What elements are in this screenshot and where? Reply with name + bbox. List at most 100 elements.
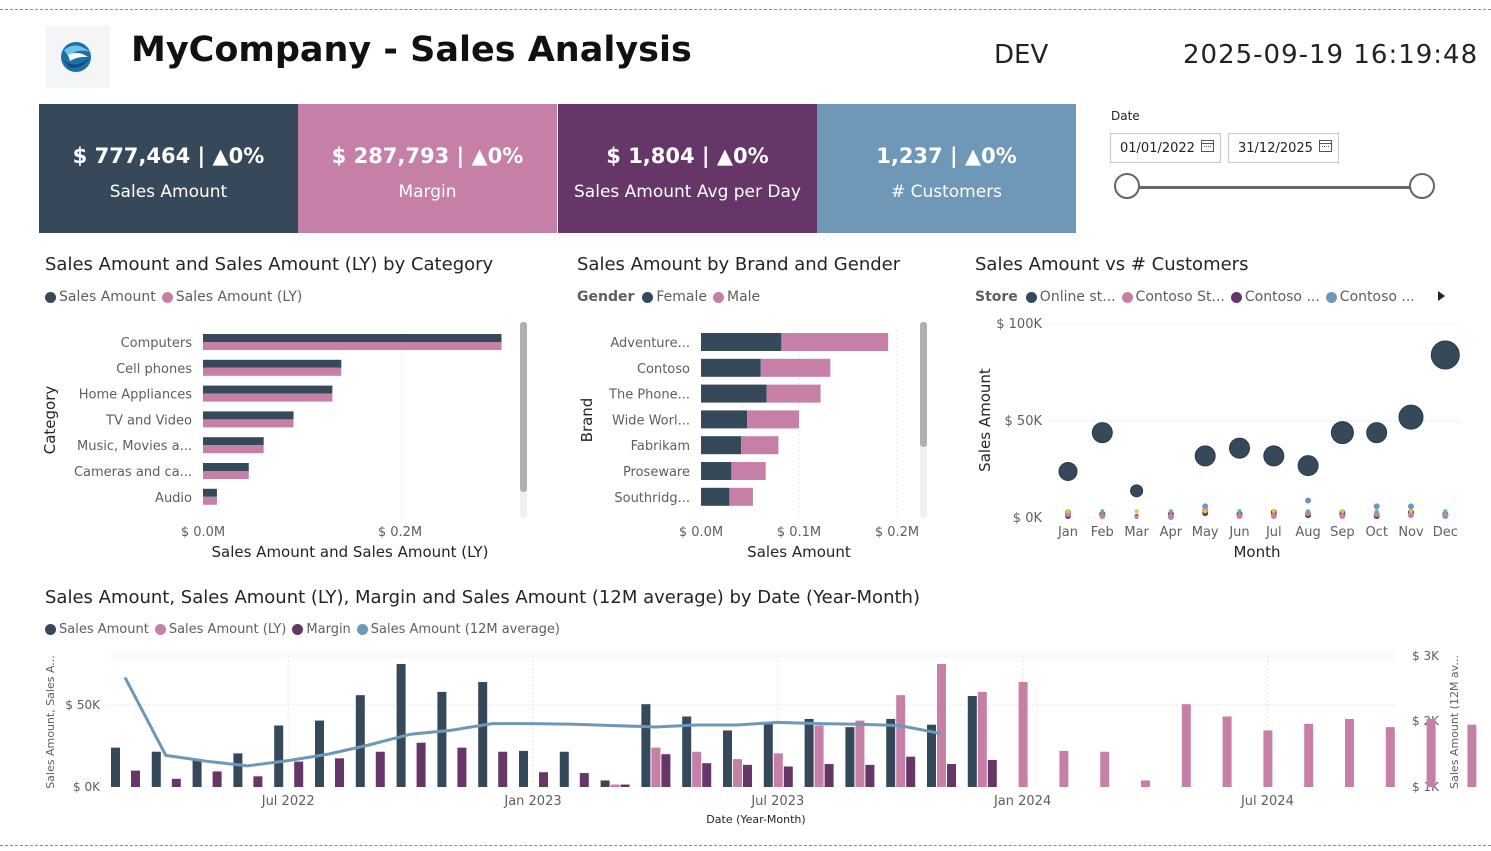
scatter-point[interactable]: [1271, 509, 1276, 514]
bar-margin[interactable]: [416, 742, 426, 787]
bar-sales-amount[interactable]: [315, 720, 324, 787]
bar-male[interactable]: [747, 410, 799, 429]
bar-margin[interactable]: [253, 776, 263, 787]
scatter-point[interactable]: [1366, 422, 1388, 444]
legend-item[interactable]: Male: [713, 289, 760, 305]
kpi-card-sales-amount[interactable]: $ 777,464 | ▲0% Sales Amount: [39, 104, 298, 233]
scatter-point[interactable]: [1236, 513, 1243, 520]
bar-sales-amount[interactable]: [804, 718, 814, 787]
scatter-point[interactable]: [1340, 509, 1345, 514]
legend-item[interactable]: Sales Amount: [45, 622, 149, 637]
scatter-point[interactable]: [1330, 421, 1354, 445]
scatter-point[interactable]: [1339, 513, 1346, 520]
bar-sales-amount[interactable]: [519, 750, 528, 787]
bar-margin[interactable]: [824, 764, 834, 787]
bar-sales-amount-ly[interactable]: [692, 751, 702, 787]
scatter-point[interactable]: [1066, 509, 1070, 514]
bar-sales-amount[interactable]: [600, 780, 610, 787]
bar-sales-amount-ly[interactable]: [1222, 716, 1232, 787]
scatter-point[interactable]: [1374, 509, 1379, 514]
bar-margin[interactable]: [579, 773, 589, 787]
bar-sales-amount-ly[interactable]: [1141, 780, 1150, 787]
kpi-card-margin[interactable]: $ 287,793 | ▲0% Margin: [298, 104, 557, 233]
bar-sales-amount[interactable]: [203, 334, 502, 342]
bar-sales-amount[interactable]: [274, 725, 284, 788]
legend-item[interactable]: Contoso St...: [1121, 289, 1225, 305]
bar-margin[interactable]: [702, 763, 712, 787]
legend-item[interactable]: Female: [642, 289, 707, 305]
bar-sales-amount[interactable]: [203, 463, 249, 471]
bar-female[interactable]: [701, 384, 767, 403]
bar-margin[interactable]: [661, 754, 671, 787]
bar-sales-amount[interactable]: [763, 723, 773, 787]
scatter-point[interactable]: [1306, 509, 1311, 514]
scatter-point[interactable]: [1134, 509, 1139, 514]
bar-sales-amount-ly[interactable]: [1018, 682, 1028, 787]
bar-margin[interactable]: [131, 770, 140, 787]
scatter-point[interactable]: [1237, 509, 1242, 514]
bar-sales-amount[interactable]: [967, 695, 977, 787]
bar-sales-amount-ly[interactable]: [203, 367, 342, 376]
bar-sales-amount-ly[interactable]: [203, 496, 217, 505]
bar-sales-amount[interactable]: [478, 682, 488, 787]
legend-item[interactable]: Margin: [292, 622, 351, 637]
bar-male[interactable]: [781, 333, 889, 351]
bar-margin[interactable]: [375, 751, 385, 787]
bar-margin[interactable]: [987, 759, 997, 787]
scatter-point[interactable]: [1443, 509, 1448, 514]
bar-margin[interactable]: [906, 756, 916, 787]
scatter-point[interactable]: [1134, 515, 1139, 520]
bar-margin[interactable]: [498, 751, 508, 787]
scatter-point[interactable]: [1408, 512, 1414, 519]
bar-margin[interactable]: [947, 764, 956, 787]
bar-sales-amount-ly[interactable]: [1345, 718, 1354, 787]
bar-female[interactable]: [701, 333, 782, 351]
scatter-point[interactable]: [1297, 455, 1319, 477]
scatter-point[interactable]: [1065, 511, 1071, 518]
legend-item[interactable]: Sales Amount (LY): [154, 622, 286, 637]
end-date-input[interactable]: 31/12/2025: [1228, 133, 1339, 163]
bar-sales-amount[interactable]: [396, 664, 406, 787]
bar-sales-amount-ly[interactable]: [977, 691, 987, 787]
legend-item[interactable]: Online st...: [1025, 289, 1116, 305]
bar-sales-amount-ly[interactable]: [814, 725, 824, 788]
bar-female[interactable]: [701, 436, 742, 455]
bar-female[interactable]: [701, 358, 761, 377]
legend-item[interactable]: Contoso ...: [1325, 289, 1415, 305]
bar-sales-amount[interactable]: [203, 488, 217, 497]
bar-sales-amount[interactable]: [682, 716, 692, 787]
bar-sales-amount-ly[interactable]: [1059, 750, 1069, 787]
bar-margin[interactable]: [620, 784, 630, 787]
date-range-slider-track[interactable]: [1127, 186, 1423, 189]
kpi-card-customers[interactable]: 1,237 | ▲0% # Customers: [817, 104, 1076, 233]
bar-sales-amount-ly[interactable]: [203, 419, 294, 428]
scrollbar-thumb[interactable]: [520, 322, 527, 492]
scatter-point[interactable]: [1442, 512, 1449, 519]
bar-female[interactable]: [701, 410, 748, 429]
scatter-point[interactable]: [1130, 484, 1144, 498]
bar-margin[interactable]: [457, 747, 467, 787]
bar-sales-amount-ly[interactable]: [203, 445, 264, 454]
bar-sales-amount[interactable]: [437, 691, 447, 787]
legend-item[interactable]: Sales Amount: [45, 289, 156, 305]
bar-sales-amount-ly[interactable]: [1467, 724, 1477, 787]
scatter-point[interactable]: [1270, 513, 1277, 520]
bar-sales-amount[interactable]: [192, 759, 202, 787]
bar-sales-amount[interactable]: [203, 411, 294, 420]
scatter-point[interactable]: [1168, 509, 1173, 514]
bar-sales-amount-ly[interactable]: [733, 759, 742, 787]
bar-male[interactable]: [741, 436, 779, 455]
scatter-point[interactable]: [1167, 513, 1174, 520]
scatter-point[interactable]: [1229, 437, 1250, 459]
scatter-point[interactable]: [1203, 509, 1208, 514]
bar-sales-amount[interactable]: [559, 751, 569, 787]
bar-margin[interactable]: [865, 764, 875, 787]
bar-sales-amount-ly[interactable]: [1385, 727, 1395, 787]
calendar-icon[interactable]: [1319, 140, 1332, 152]
bar-sales-amount-ly[interactable]: [203, 471, 249, 479]
scatter-point[interactable]: [1373, 511, 1380, 518]
kpi-card-sales-avg-per-day[interactable]: $ 1,804 | ▲0% Sales Amount Avg per Day: [558, 104, 817, 233]
scatter-point[interactable]: [1373, 503, 1380, 510]
line-sales-amount-12m-avg[interactable]: [123, 676, 942, 768]
bar-male[interactable]: [729, 487, 753, 506]
